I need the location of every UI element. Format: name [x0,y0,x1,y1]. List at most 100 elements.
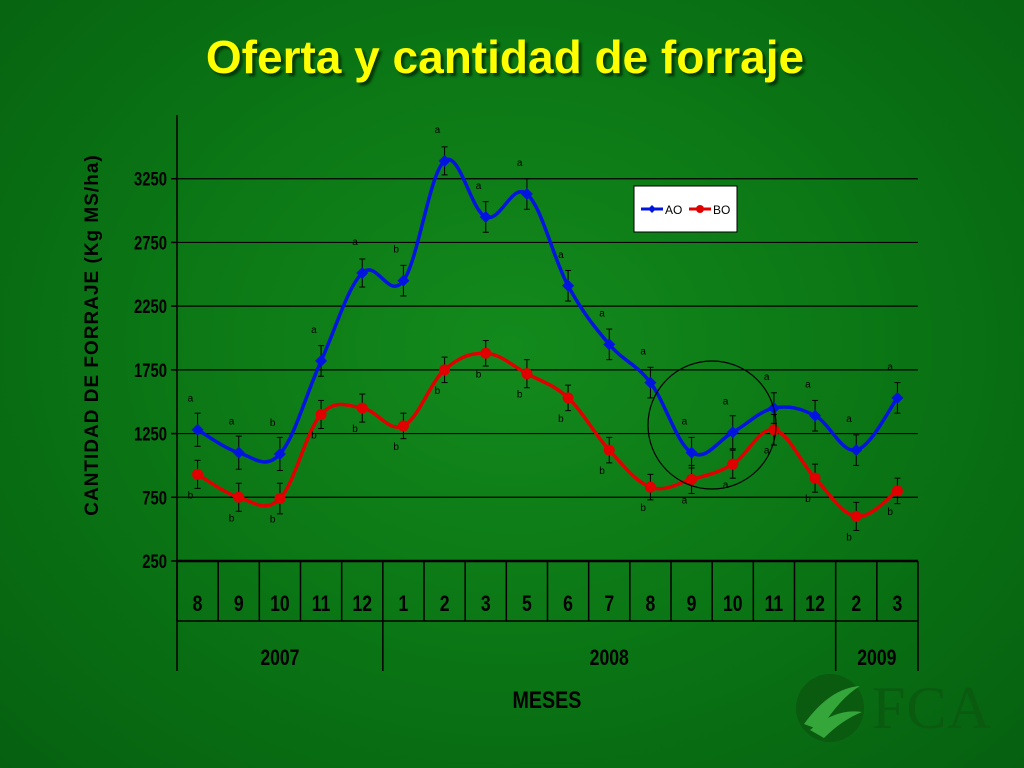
slide-title: Oferta y cantidad de forraje [205,31,805,83]
point-AO [438,154,451,167]
significance-letter: b [640,503,646,514]
point-BO [480,347,492,359]
point-AO [850,444,863,457]
significance-letter: a [558,250,564,261]
point-BO [562,392,574,404]
point-BO [233,491,245,503]
significance-letter: a [229,417,235,428]
point-BO [274,493,286,505]
y-tick-label: 1750 [134,360,167,381]
significance-letter: b [435,386,441,397]
point-BO [891,485,903,497]
significance-letter: a [723,396,729,407]
significance-letter: b [887,507,893,518]
significance-letter: a [764,372,770,383]
year-label: 2008 [590,646,629,670]
significance-letter: b [517,390,523,401]
point-AO [891,391,904,404]
x-axis-title: MESES [513,686,582,713]
y-tick-label: 2750 [134,233,167,254]
point-AO [273,447,286,460]
point-AO [644,376,657,389]
significance-letter: b [188,490,194,501]
point-AO [191,423,204,436]
year-label: 2009 [857,646,896,670]
point-BO [727,458,739,470]
point-BO [644,481,656,493]
x-tick-label: 3 [893,592,903,616]
point-AO [562,279,575,292]
point-AO [809,409,822,422]
point-AO [315,354,328,367]
significance-letter: a [435,125,441,136]
series-line-BO [196,351,899,519]
fca-leaf-logo-icon [796,674,864,742]
point-BO [356,402,368,414]
legend-label-BO: BO [713,203,730,217]
point-BO [315,408,327,420]
point-AO [520,188,533,201]
year-label: 2007 [260,646,299,670]
significance-letter: b [352,424,358,435]
x-tick-label: 10 [723,592,743,616]
significance-letter: a [517,158,523,169]
significance-letter: b [805,494,811,505]
significance-letter: a [805,380,811,391]
x-tick-label: 8 [193,592,203,616]
significance-letter: a [682,417,688,428]
significance-letter: a [311,325,317,336]
point-BO [397,420,409,432]
significance-letter: b [393,245,399,256]
significance-letter: b [311,430,317,441]
point-AO [479,210,492,223]
significance-letter: a [476,181,482,192]
x-tick-label: 9 [234,592,244,616]
x-tick-label: 9 [687,592,697,616]
x-tick-label: 11 [765,592,784,616]
significance-letter: b [846,532,852,543]
point-AO [356,267,369,280]
legend-box [633,185,738,233]
significance-letter: a [887,362,893,373]
x-tick-label: 3 [481,592,491,616]
point-AO [397,274,410,287]
point-BO [686,473,698,485]
y-tick-label: 3250 [134,169,167,190]
series-line-AO [196,157,899,464]
x-tick-label: 6 [563,592,573,616]
point-BO [768,424,780,436]
point-BO [850,510,862,522]
y-tick-label: 2250 [134,296,167,317]
point-BO [521,368,533,380]
significance-letter: a [352,237,358,248]
x-tick-label: 2 [851,592,861,616]
point-BO [439,364,451,376]
significance-letter: b [393,442,399,453]
highlight-circle [647,360,777,490]
significance-letter: b [229,513,235,524]
significance-letter: b [270,515,276,526]
significance-letter: a [188,394,194,405]
point-BO [809,472,821,484]
y-tick-label: 250 [142,551,167,572]
significance-letter: a [723,480,729,491]
point-AO [685,446,698,459]
logo-text: FCA [872,675,992,741]
significance-letter: b [599,466,605,477]
significance-letter: b [558,414,564,425]
x-tick-label: 7 [604,592,614,616]
significance-letter: a [682,495,688,506]
x-tick-label: 8 [646,592,656,616]
y-tick-label: 1250 [134,424,167,445]
point-BO [192,468,204,480]
x-tick-label: 2 [440,592,450,616]
significance-letter: a [640,347,646,358]
x-tick-label: 12 [805,592,825,616]
significance-letter: b [476,369,482,380]
x-tick-label: 1 [399,592,409,616]
point-AO [232,446,245,459]
x-tick-label: 12 [352,592,372,616]
x-tick-label: 10 [270,592,290,616]
legend-marker [696,205,704,213]
